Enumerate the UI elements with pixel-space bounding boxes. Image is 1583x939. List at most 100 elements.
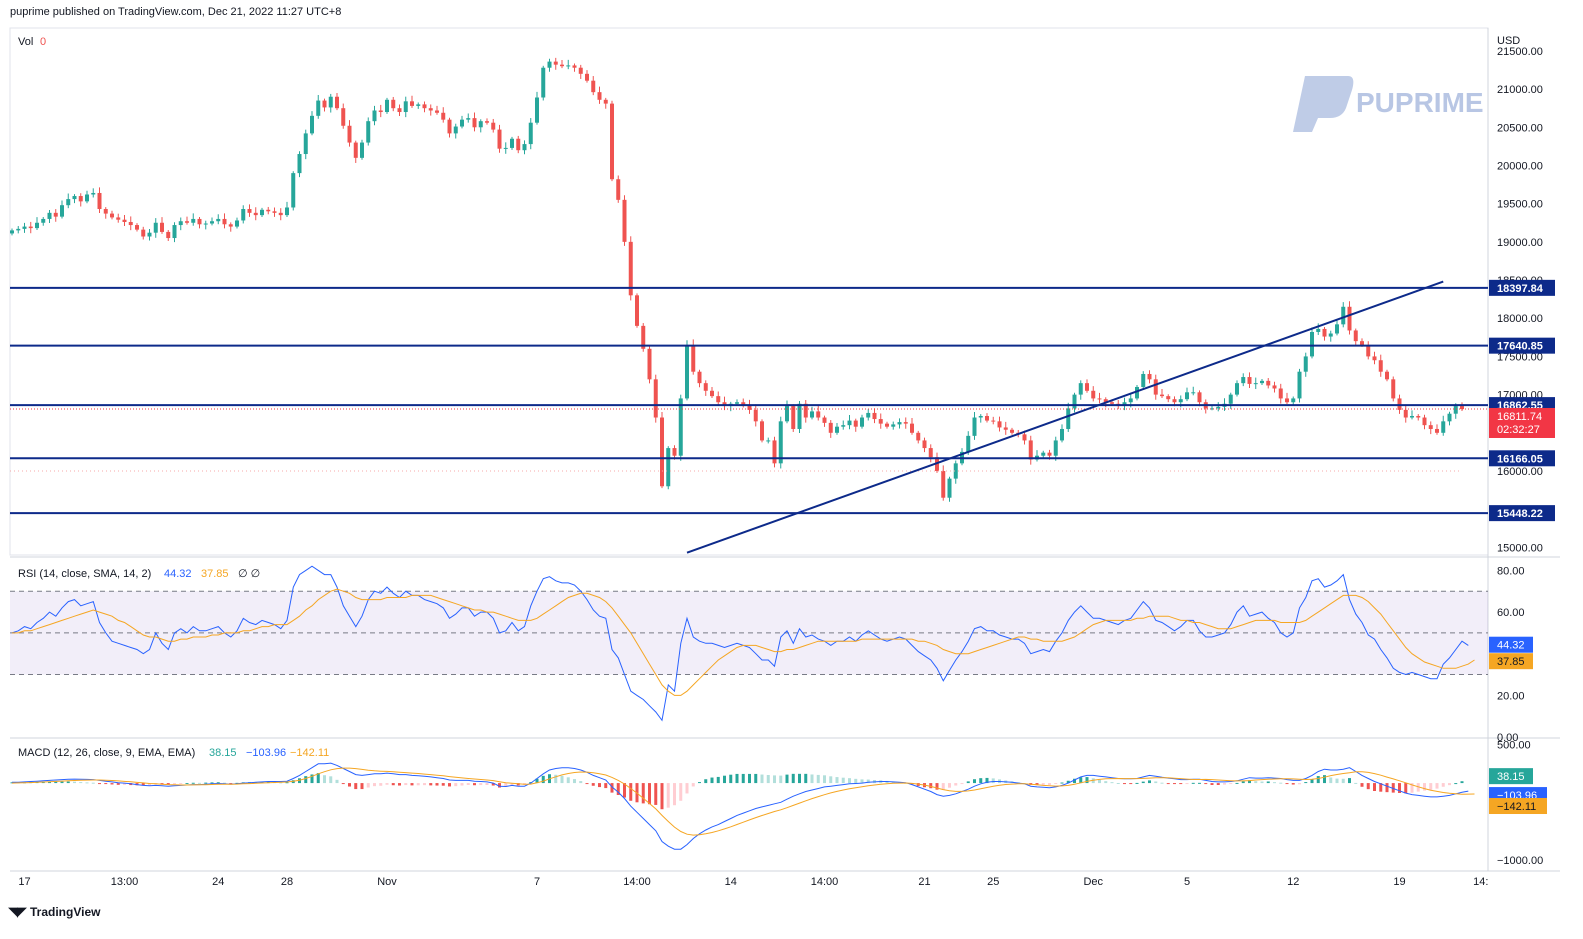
macd-histogram-bar [1260,781,1264,784]
candle-body [1235,383,1239,395]
macd-histogram-bar [660,783,664,810]
last-price-label: 16811.74 [1497,411,1542,423]
candle-body [1191,392,1196,394]
candle-body [41,218,46,223]
candle-body [841,425,846,427]
macd-histogram-bar [641,783,645,804]
price-tick-label: 18000.00 [1497,313,1543,325]
macd-histogram-bar [673,783,676,806]
time-tick-label: Dec [1083,876,1103,888]
candle-body [547,61,552,68]
macd-histogram-bar [1123,783,1126,785]
volume-value: 0 [40,36,46,48]
macd-histogram-bar [960,783,964,785]
macd-histogram-bar [123,783,126,785]
macd-legend-signal-value: −142.11 [290,747,329,759]
candle-body [628,241,633,296]
rsi-legend-value: 44.32 [164,568,192,580]
macd-histogram-bar [491,783,495,786]
candle-body [666,448,671,487]
macd-histogram-bar [210,782,214,784]
price-pane-frame [9,27,1489,556]
macd-histogram-bar [329,776,333,784]
macd-histogram-bar [54,781,58,784]
macd-histogram-bar [173,783,176,785]
candle-body [503,147,508,149]
candle-body [497,129,502,149]
candle-body [891,424,896,427]
candle-body [160,222,164,232]
macd-histogram-bar [216,782,220,784]
macd-histogram-bar [1054,783,1058,785]
tradingview-footer-text: TradingView [30,905,101,919]
candle-body [1135,386,1139,399]
tradingview-footer[interactable]: ◥◤ TradingView [8,904,100,920]
macd-histogram-bar [79,782,83,784]
candle-body [510,138,514,148]
macd-signal-box [1489,798,1547,815]
macd-histogram-bar [704,779,708,784]
candle-body [835,426,839,433]
candle-body [272,211,277,213]
macd-histogram-bar [360,783,364,790]
time-tick-label: 5 [1184,876,1190,888]
candle-body [1285,398,1289,403]
candle-body [1178,399,1183,403]
macd-histogram-bar [573,779,576,784]
candle-body [603,99,608,104]
price-tick-label: 19000.00 [1497,237,1543,249]
candle-body [53,212,58,217]
macd-histogram-bar [1141,781,1145,784]
candle-body [16,228,21,231]
candle-body [247,209,252,213]
rsi-tick-label: 0.00 [1497,732,1518,744]
macd-histogram-bar [1160,782,1164,784]
candle-body [1435,428,1439,433]
candle-body [291,173,296,208]
candle-body [478,121,483,128]
price-tick-label: 16000.00 [1497,466,1543,478]
candle-body [335,96,339,109]
macd-histogram-bar [60,781,64,784]
candle-body [591,80,596,93]
candle-body [153,222,158,233]
candle-body [316,100,321,116]
macd-histogram-bar [973,779,976,784]
macd-histogram-bar [566,777,570,784]
macd-histogram-bar [1391,783,1395,793]
candle-body [97,192,102,210]
candle-body [110,213,114,218]
candle-body [872,412,877,420]
macd-histogram-bar [191,782,195,784]
macd-histogram-bar [754,773,758,784]
macd-histogram-bar [166,783,170,785]
macd-histogram-bar [335,779,339,784]
macd-histogram-bar [698,782,701,784]
candle-body [753,409,758,422]
macd-hist-box [1489,768,1533,785]
macd-histogram-bar [804,773,808,784]
candle-body [1091,390,1096,399]
candle-body [22,226,27,229]
macd-histogram-bar [929,783,933,789]
candle-body [1403,409,1408,418]
macd-histogram-bar [1041,783,1045,785]
macd-histogram-bar [1085,777,1089,784]
macd-histogram-bar [585,783,589,785]
candle-body [60,205,64,217]
macd-histogram-bar [760,774,764,784]
candle-body [28,226,33,229]
level-label-box [1489,450,1555,467]
candle-body [928,448,933,458]
macd-histogram-bar [835,777,839,784]
candle-body [716,396,721,403]
tradingview-icon: ◥◤ [8,904,27,919]
time-tick-label: 17 [18,876,30,888]
time-tick-label: 14 [725,876,737,888]
candle-body [1216,406,1221,409]
candle-body [828,422,833,433]
macd-histogram-bar [785,774,789,784]
candle-body [572,65,577,68]
last-price-box [1489,407,1555,438]
